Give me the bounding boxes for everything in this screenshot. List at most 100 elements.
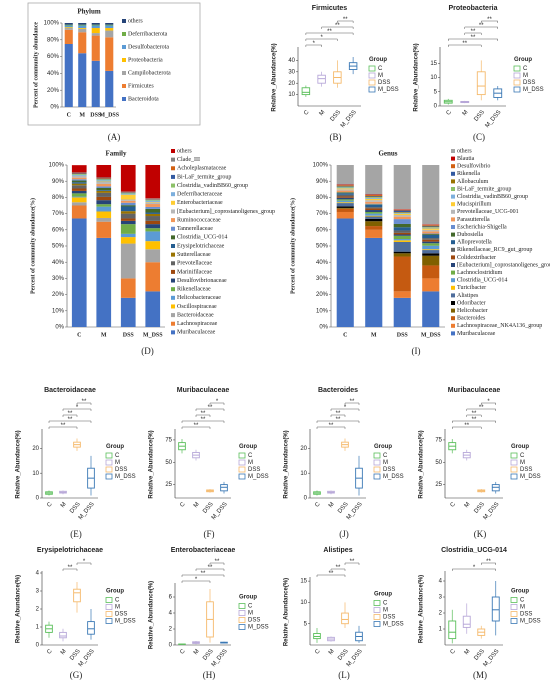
legend-label: M <box>115 605 120 611</box>
chart-title: Muribaculaceae <box>448 387 501 394</box>
bar-segment <box>96 204 112 207</box>
significance-label: ** <box>471 35 476 41</box>
y-tick-label: 15 <box>300 579 307 585</box>
bar-segment <box>120 192 136 194</box>
legend-label: Allobaculum <box>457 179 489 185</box>
significance-bracket <box>62 568 78 571</box>
bar-segment <box>145 220 161 225</box>
y-tick-label: 4 <box>36 571 40 577</box>
y-tick-label: 40% <box>47 71 60 77</box>
significance-bracket <box>181 420 225 423</box>
y-tick-label: 60% <box>52 227 65 233</box>
legend-label: M <box>383 608 388 614</box>
bar-segment <box>422 241 440 244</box>
bar-segment <box>336 197 354 200</box>
x-tick-label: C <box>179 648 187 656</box>
bar-segment <box>105 30 114 38</box>
bar-segment <box>71 188 87 191</box>
legend-label: Helicobacter <box>457 308 488 314</box>
panel-label: (L) <box>338 670 350 680</box>
x-tick-label: C <box>314 648 322 656</box>
bar-segment <box>393 210 411 213</box>
significance-bracket <box>305 38 338 41</box>
y-axis-label: Relative_Abundance(%) <box>272 43 278 111</box>
legend-label: Bi-LaF_termite_group <box>457 186 511 192</box>
legend-swatch <box>513 79 521 86</box>
legend-label: M <box>383 460 388 466</box>
legend-swatch <box>368 65 376 72</box>
significance-bracket <box>316 420 360 423</box>
y-tick-label: 5 <box>434 89 438 95</box>
legend-swatch <box>451 202 455 207</box>
legend-label: DSS <box>523 80 535 86</box>
legend-swatch <box>171 209 175 214</box>
significance-label: ** <box>472 417 477 423</box>
legend-label: Rikenellaceae <box>177 287 211 293</box>
x-tick-label: DSS <box>330 109 343 122</box>
bar-segment <box>120 199 136 201</box>
legend-swatch <box>513 72 521 79</box>
legend-swatch <box>105 597 113 603</box>
legend-label: Muribaculaceae <box>177 330 216 336</box>
significance-label: ** <box>486 559 491 565</box>
significance-label: ** <box>201 571 206 577</box>
y-tick-label: 5 <box>304 621 308 627</box>
bar-segment <box>336 192 354 194</box>
legend-swatch <box>238 473 246 480</box>
bar-segment <box>422 238 440 240</box>
significance-bracket <box>305 32 354 35</box>
bar-segment <box>422 231 440 234</box>
legend-swatch <box>451 240 455 245</box>
y-tick-label: 40 <box>288 58 295 64</box>
bar-segment <box>393 232 411 235</box>
significance-label: ** <box>471 29 476 35</box>
bar-segment <box>96 183 112 187</box>
legend-label: Dubosiella <box>457 232 483 238</box>
x-tick-label: M <box>328 648 336 656</box>
bar-segment <box>393 291 411 298</box>
bar-segment <box>96 180 112 182</box>
y-tick-label: 100% <box>49 163 65 169</box>
legend-swatch <box>122 97 126 101</box>
significance-bracket <box>464 32 482 35</box>
legend-label: C <box>520 453 525 459</box>
legend-swatch <box>105 459 113 466</box>
chart-title: Muribaculaceae <box>177 387 230 394</box>
bar-segment <box>78 23 87 25</box>
legend-label: Prevotellaceae <box>177 261 212 267</box>
legend-label: DSS <box>248 618 260 624</box>
bar-segment <box>145 204 161 207</box>
significance-label: ** <box>208 405 213 411</box>
bar-segment <box>336 208 354 212</box>
legend-swatch <box>373 466 381 473</box>
bar-segment <box>365 208 383 211</box>
bar-segment <box>120 233 136 238</box>
significance-bracket <box>195 568 225 571</box>
legend-title: Group <box>514 57 532 63</box>
legend-label: Muribaculaceae <box>457 331 496 337</box>
bar-segment <box>96 211 112 218</box>
y-axis-label: Relative_Abundance(%) <box>16 575 22 643</box>
bar-segment <box>422 234 440 235</box>
bar-segment <box>365 196 383 198</box>
bar-segment <box>336 199 354 201</box>
significance-label: ** <box>329 571 334 577</box>
legend-swatch <box>238 617 246 623</box>
significance-label: ** <box>479 23 484 29</box>
bar-segment <box>336 194 354 197</box>
y-tick-label: 50 <box>435 460 442 466</box>
legend-swatch <box>451 179 455 184</box>
legend-swatch <box>451 217 455 222</box>
legend-label: C <box>383 601 388 607</box>
significance-label: * <box>195 577 198 583</box>
legend-label: M <box>520 460 525 466</box>
bar-segment <box>422 249 440 251</box>
significance-bracket <box>305 44 322 47</box>
legend-swatch <box>451 270 455 275</box>
significance-label: ** <box>472 411 477 417</box>
legend-label: M_DSS <box>378 87 399 93</box>
bar-segment <box>96 178 112 180</box>
legend-swatch <box>105 452 113 459</box>
bar-segment <box>336 187 354 189</box>
